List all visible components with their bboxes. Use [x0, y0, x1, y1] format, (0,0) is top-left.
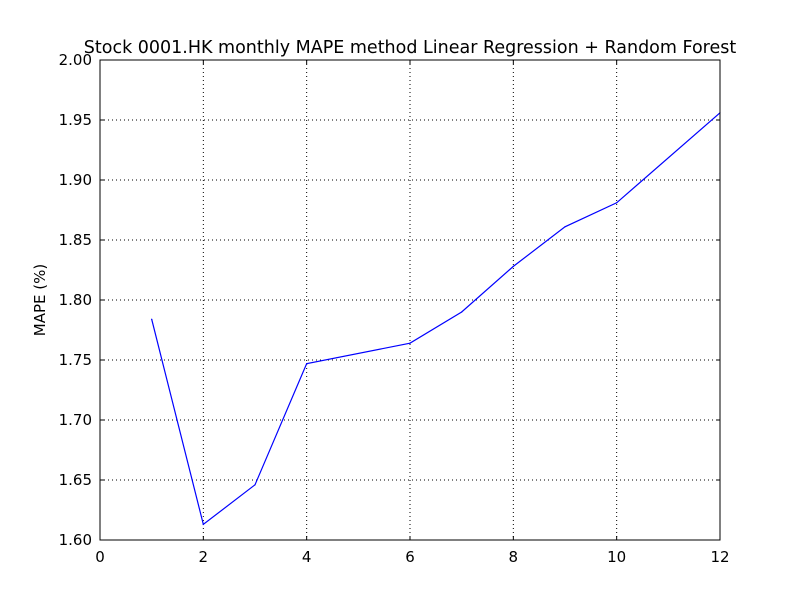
y-tick-label: 1.80 [59, 291, 92, 309]
y-tick-label: 1.60 [59, 531, 92, 549]
axis-ticks [99, 59, 721, 541]
x-tick-label: 4 [302, 548, 312, 566]
x-tick-label: 6 [405, 548, 415, 566]
y-tick-labels: 1.60 1.65 1.70 1.75 1.80 1.85 1.90 1.95 2.00 [59, 51, 92, 549]
y-tick-label: 1.65 [59, 471, 92, 489]
data-point [202, 523, 204, 526]
data-point [306, 363, 308, 365]
y-tick-label: 1.95 [59, 111, 92, 129]
x-tick-label: 8 [509, 548, 519, 566]
x-tick-label: 0 [95, 548, 105, 566]
data-point [151, 318, 153, 320]
data-point [461, 311, 463, 313]
y-axis-label: MAPE (%) [31, 264, 49, 336]
data-point [254, 484, 256, 486]
x-tick-label: 12 [710, 548, 729, 566]
y-tick-label: 1.90 [59, 171, 92, 189]
chart-title: Stock 0001.HK monthly MAPE method Linear… [84, 38, 737, 58]
x-tick-label: 10 [607, 548, 626, 566]
series-line [151, 112, 721, 526]
y-tick-label: 2.00 [59, 51, 92, 69]
data-point [409, 342, 411, 344]
y-tick-label: 1.70 [59, 411, 92, 429]
x-tick-labels: 0 2 4 6 8 10 12 [95, 548, 729, 566]
x-tick-label: 2 [199, 548, 209, 566]
data-point [616, 202, 618, 204]
y-tick-label: 1.85 [59, 231, 92, 249]
y-tick-label: 1.75 [59, 351, 92, 369]
data-point [564, 226, 566, 228]
data-point [512, 265, 514, 267]
